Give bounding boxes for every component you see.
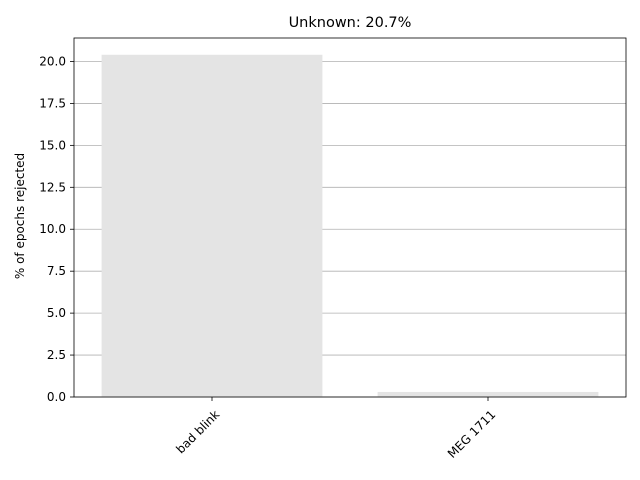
y-tick-label: 0.0 <box>47 390 66 404</box>
y-tick-label: 10.0 <box>39 222 66 236</box>
chart-title: Unknown: 20.7% <box>289 15 412 31</box>
y-tick-label: 15.0 <box>39 138 66 152</box>
x-tick-label: bad blink <box>173 407 222 456</box>
y-tick-label: 7.5 <box>47 264 66 278</box>
y-tick-label: 20.0 <box>39 54 66 68</box>
plot-frame <box>73 37 627 398</box>
bar <box>377 391 599 397</box>
bar <box>101 54 323 398</box>
y-tick-label: 12.5 <box>39 180 66 194</box>
y-axis-label: % of epochs rejected <box>13 153 27 279</box>
y-tick-label: 17.5 <box>39 96 66 110</box>
x-axis-ticks: bad blink MEG 1711 <box>173 397 498 461</box>
y-tick-label: 5.0 <box>47 306 66 320</box>
bars <box>101 54 599 398</box>
y-axis-ticks: 0.0 2.5 5.0 7.5 10.0 12.5 15.0 17.5 20.0 <box>39 54 74 404</box>
x-tick-label: MEG 1711 <box>445 407 498 460</box>
y-tick-label: 2.5 <box>47 348 66 362</box>
